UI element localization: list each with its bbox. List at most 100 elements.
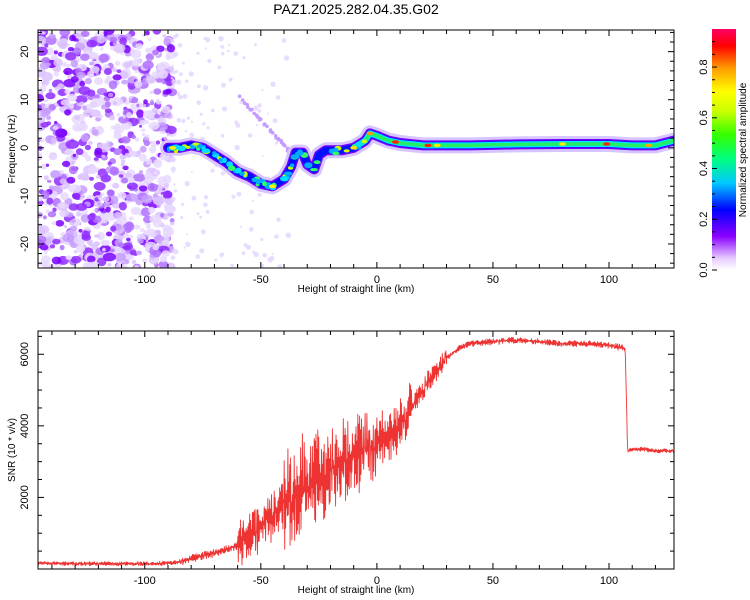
noise-dot <box>179 72 183 76</box>
noise-blob <box>100 239 111 246</box>
noise-dot <box>210 168 215 173</box>
noise-blob <box>143 99 148 105</box>
noise-dot <box>261 89 264 92</box>
noise-blob <box>75 95 88 104</box>
noise-blob <box>143 110 154 120</box>
bottom-y-tick-label: 4000 <box>19 414 31 438</box>
noise-blob <box>91 98 103 107</box>
noise-blob <box>165 88 172 95</box>
noise-blob <box>153 88 162 95</box>
noise-blob <box>125 221 134 229</box>
noise-blob <box>89 61 95 66</box>
noise-blob <box>163 136 167 140</box>
noise-blob <box>118 145 126 150</box>
noise-dot <box>206 126 210 130</box>
noise-dot <box>253 251 259 257</box>
colorbar: 0.0 0.2 0.4 0.6 0.8 Normalized spectral ampl… <box>698 29 749 278</box>
noise-blob <box>73 250 78 254</box>
noise-blob <box>38 142 41 146</box>
noise-blob <box>48 153 58 161</box>
noise-dot <box>277 264 283 268</box>
noise-blob <box>96 174 101 179</box>
noise-dot <box>199 112 203 116</box>
ridge-blob <box>266 182 271 187</box>
noise-blob <box>152 196 165 206</box>
noise-blob <box>115 60 121 66</box>
noise-dot <box>176 79 182 85</box>
noise-blob <box>145 75 155 84</box>
noise-blob <box>58 202 66 208</box>
ridge-blob <box>234 167 242 174</box>
colorbar-label: Normalized spectral amplitude <box>738 82 749 217</box>
noise-blob <box>109 115 115 121</box>
noise-blob <box>105 211 113 217</box>
noise-dot <box>180 215 184 220</box>
noise-blob <box>99 192 105 196</box>
noise-blob <box>66 93 78 102</box>
ridge-hotspot <box>603 142 611 146</box>
noise-dot <box>170 196 176 202</box>
noise-blob <box>69 225 78 232</box>
noise-dot <box>249 209 254 215</box>
noise-dot <box>234 144 240 151</box>
noise-dot <box>231 194 236 199</box>
noise-blob <box>78 228 83 233</box>
noise-blob <box>142 60 154 70</box>
noise-dot <box>204 195 208 200</box>
noise-blob <box>129 249 137 256</box>
noise-blob <box>64 148 75 156</box>
noise-blob <box>132 58 140 67</box>
noise-dot <box>188 71 194 77</box>
ridge-blob <box>222 157 227 164</box>
noise-blob <box>100 217 108 224</box>
noise-blob <box>87 255 96 263</box>
noise-dot <box>172 248 179 255</box>
noise-blob <box>51 256 62 265</box>
noise-blob <box>68 203 79 211</box>
noise-blob <box>128 216 134 221</box>
noise-blob <box>145 134 150 138</box>
noise-dot <box>261 155 264 157</box>
noise-blob <box>134 80 143 89</box>
ridge-hotspot <box>169 146 177 150</box>
noise-blob <box>59 210 66 217</box>
bottom-x-tick-label: 50 <box>487 575 499 587</box>
noise-blob <box>49 243 56 249</box>
top-x-tick-label: 50 <box>487 274 499 286</box>
noise-blob <box>70 76 79 83</box>
noise-dot <box>186 233 189 236</box>
noise-blob <box>103 30 115 35</box>
noise-blob <box>113 148 123 156</box>
noise-dot <box>276 217 281 222</box>
noise-blob <box>38 94 44 103</box>
noise-blob <box>64 71 69 75</box>
ridge-blob <box>283 171 293 176</box>
noise-blob <box>93 241 101 247</box>
noise-blob <box>49 34 56 39</box>
noise-blob <box>46 121 52 126</box>
noise-blob <box>80 134 90 143</box>
noise-dot <box>183 246 186 249</box>
noise-blob <box>45 209 50 214</box>
noise-blob <box>63 224 68 229</box>
noise-dot <box>203 36 207 41</box>
noise-blob <box>156 62 164 71</box>
noise-dot <box>202 122 206 126</box>
noise-blob <box>141 194 153 204</box>
streak-dot <box>265 124 269 129</box>
noise-dot <box>199 248 205 254</box>
noise-blob <box>117 242 125 248</box>
noise-blob <box>67 47 75 52</box>
streak-dot <box>273 134 278 138</box>
noise-dot <box>173 183 176 186</box>
noise-blob <box>166 132 170 137</box>
noise-blob <box>99 95 104 100</box>
noise-dot <box>220 44 225 49</box>
noise-blob <box>118 174 124 178</box>
ridge-blob <box>304 162 313 169</box>
noise-dot <box>219 253 224 258</box>
colorbar-ticks: 0.0 0.2 0.4 0.6 0.8 <box>698 41 717 278</box>
noise-dot <box>275 141 278 145</box>
top-x-tick-label: 100 <box>600 274 618 286</box>
